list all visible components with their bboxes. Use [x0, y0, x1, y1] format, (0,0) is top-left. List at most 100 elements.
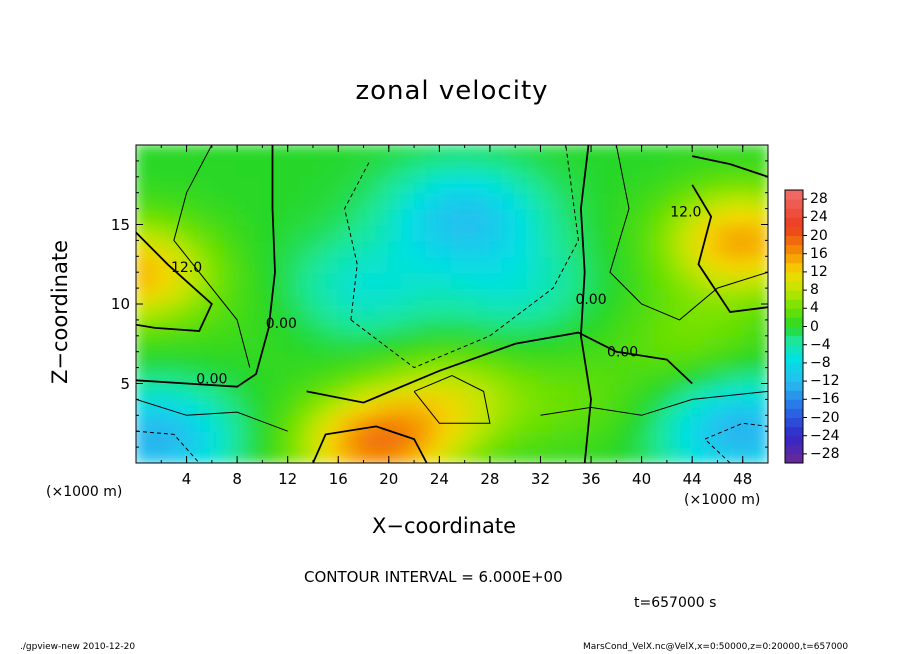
heatmap-cell	[539, 398, 555, 417]
heatmap-cell	[362, 287, 378, 305]
heatmap-cell	[311, 414, 327, 433]
heatmap-cell	[640, 303, 656, 321]
heatmap-cell	[438, 145, 453, 162]
heatmap-cell	[185, 159, 201, 178]
heatmap-cell	[362, 207, 378, 226]
heatmap-cell	[349, 145, 365, 162]
heatmap-cell	[501, 223, 517, 242]
heatmap-cell	[539, 145, 555, 162]
heatmap-cell	[387, 446, 403, 463]
heatmap-cell	[754, 191, 768, 210]
heatmap-cell	[615, 175, 630, 194]
heatmap-cell	[248, 366, 264, 385]
colorbar	[784, 189, 807, 464]
heatmap-cell	[147, 414, 163, 433]
heatmap-cell	[236, 255, 251, 274]
heatmap-cell	[602, 175, 618, 194]
heatmap-cell	[716, 145, 732, 162]
heatmap-cell	[552, 318, 567, 337]
contour-label: 0.00	[607, 344, 638, 360]
heatmap-cell	[223, 207, 239, 226]
heatmap-cell	[236, 191, 251, 210]
x-tick-label: 44	[682, 470, 702, 488]
heatmap-cell	[741, 191, 757, 210]
heatmap-cell	[438, 446, 453, 463]
heatmap-cell	[337, 334, 352, 353]
heatmap-cell	[261, 175, 277, 194]
heatmap-cell	[185, 207, 201, 226]
heatmap-cell	[463, 303, 479, 321]
heatmap-cell	[602, 318, 618, 337]
colorbar-tick-label: −28	[810, 445, 840, 462]
heatmap-cell	[501, 446, 517, 463]
heatmap-cell	[362, 430, 378, 449]
heatmap-cell	[438, 318, 453, 337]
heatmap-cell	[425, 446, 441, 463]
heatmap-cell	[375, 398, 390, 417]
colorbar-segment	[785, 372, 803, 382]
heatmap-cell	[653, 446, 668, 463]
heatmap-cell	[501, 207, 517, 226]
heatmap-cell	[539, 223, 555, 242]
heatmap-cell	[286, 398, 302, 417]
heatmap-cell	[172, 303, 188, 321]
heatmap-cell	[198, 303, 213, 321]
heatmap-cell	[198, 350, 213, 369]
heatmap-cell	[552, 287, 567, 305]
heatmap-cell	[337, 255, 352, 274]
heatmap-cell	[311, 207, 327, 226]
heatmap-cell	[627, 414, 643, 433]
heatmap-cell	[286, 145, 302, 162]
heatmap-cell	[590, 191, 605, 210]
contour-interval-label: CONTOUR INTERVAL = 6.000E+00	[304, 568, 563, 586]
heatmap-cell	[602, 334, 618, 353]
heatmap-cell	[514, 430, 529, 449]
heatmap-cell	[703, 191, 719, 210]
heatmap-cell	[501, 191, 517, 210]
heatmap-cell	[349, 430, 365, 449]
heatmap-cell	[438, 159, 453, 178]
heatmap-cell	[172, 430, 188, 449]
heatmap-cell	[615, 430, 630, 449]
heatmap-cell	[703, 414, 719, 433]
heatmap-cell	[514, 398, 529, 417]
heatmap-cell	[590, 414, 605, 433]
heatmap-cell	[400, 223, 416, 242]
heatmap-cell	[198, 430, 213, 449]
heatmap-cell	[488, 334, 504, 353]
heatmap-cell	[678, 334, 694, 353]
heatmap-cell	[210, 239, 226, 258]
heatmap-cell	[413, 350, 428, 369]
heatmap-cell	[362, 382, 378, 401]
x-tick-label: 4	[181, 470, 192, 488]
heatmap-cell	[274, 446, 289, 463]
heatmap-cell	[286, 175, 302, 194]
heatmap-cell	[741, 303, 757, 321]
heatmap-cell	[160, 303, 175, 321]
heatmap-cell	[590, 207, 605, 226]
heatmap-cell	[716, 446, 732, 463]
heatmap-cell	[274, 398, 289, 417]
heatmap-cell	[539, 287, 555, 305]
heatmap-cell	[324, 145, 340, 162]
heatmap-cell	[337, 430, 352, 449]
colorbar-segment	[785, 281, 803, 291]
colorbar-segment	[785, 390, 803, 400]
heatmap-cell	[691, 175, 706, 194]
heatmap-cell	[236, 430, 251, 449]
heatmap-cell	[678, 287, 694, 305]
heatmap-cell	[286, 223, 302, 242]
colorbar-segment	[785, 344, 803, 355]
heatmap-cell	[577, 430, 593, 449]
heatmap-cell	[248, 287, 264, 305]
colorbar-segment	[785, 317, 803, 327]
heatmap-cell	[311, 145, 327, 162]
heatmap-cell	[703, 287, 719, 305]
heatmap-cell	[324, 398, 340, 417]
heatmap-cell	[349, 271, 365, 290]
heatmap-cell	[539, 239, 555, 258]
heatmap-cell	[627, 145, 643, 162]
heatmap-cell	[311, 175, 327, 194]
contour-labels: 12.0 0.00 0.00 0.00 0.00 12.0	[171, 205, 701, 388]
heatmap-cell	[754, 318, 768, 337]
